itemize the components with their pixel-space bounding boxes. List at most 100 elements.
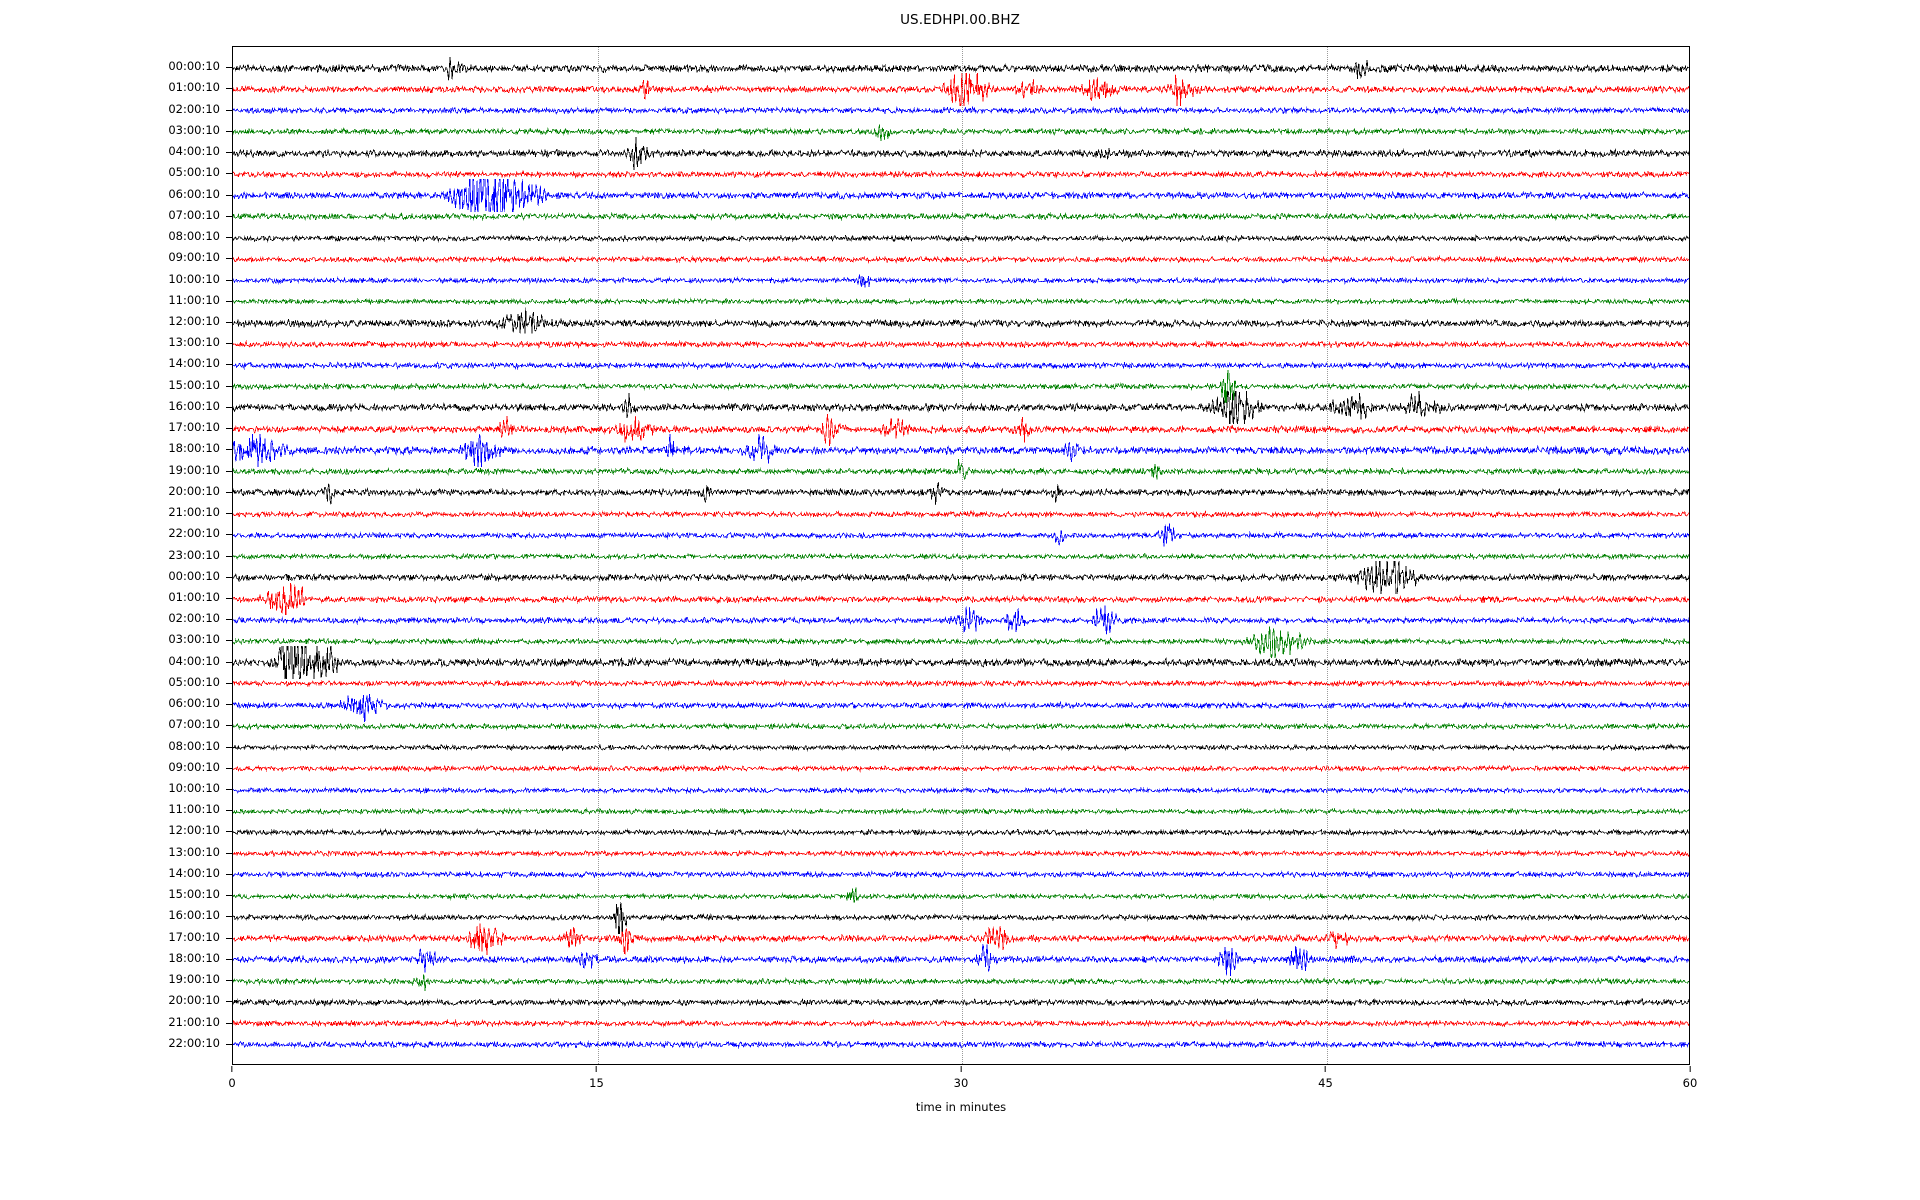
y-tick-mark xyxy=(226,491,232,493)
trace-row-18 xyxy=(233,433,1689,467)
y-tick-label: 01:00:10 xyxy=(168,589,220,604)
y-tick-label: 20:00:10 xyxy=(168,483,220,498)
y-tick-label: 04:00:10 xyxy=(168,653,220,668)
trace-row-36 xyxy=(233,828,1689,837)
x-axis-label: time in minutes xyxy=(915,1100,1007,1114)
trace-path xyxy=(233,459,1689,481)
y-tick-label: 07:00:10 xyxy=(168,717,220,732)
x-tick-45: 45 xyxy=(1318,1066,1333,1090)
trace-path xyxy=(233,169,1689,179)
y-tick-label: 03:00:10 xyxy=(168,632,220,647)
trace-row-25 xyxy=(233,582,1689,616)
y-tick-label: 14:00:10 xyxy=(168,865,220,880)
y-tick-mark xyxy=(226,258,232,260)
y-tick-label: 06:00:10 xyxy=(168,186,220,201)
trace-row-15 xyxy=(233,370,1689,404)
y-tick-label: 02:00:10 xyxy=(168,101,220,116)
trace-row-37 xyxy=(233,849,1689,858)
y-tick-label: 17:00:10 xyxy=(168,420,220,435)
trace-path xyxy=(233,997,1689,1007)
y-tick-mark xyxy=(226,873,232,875)
y-tick-mark xyxy=(226,470,232,472)
trace-path xyxy=(233,370,1689,404)
trace-path xyxy=(233,721,1689,731)
trace-row-42 xyxy=(233,944,1689,977)
trace-path xyxy=(233,509,1689,519)
y-tick-label: 11:00:10 xyxy=(168,802,220,817)
y-tick-mark xyxy=(226,980,232,982)
trace-path xyxy=(233,828,1689,837)
trace-path xyxy=(233,125,1689,142)
trace-path xyxy=(233,1040,1689,1050)
trace-row-2 xyxy=(233,105,1689,116)
y-tick-mark xyxy=(226,704,232,706)
y-tick-mark xyxy=(226,215,232,217)
y-tick-label: 16:00:10 xyxy=(168,398,220,413)
y-tick-label: 19:00:10 xyxy=(168,972,220,987)
trace-row-43 xyxy=(233,973,1689,991)
x-tick-label: 15 xyxy=(589,1076,604,1090)
x-tick-15: 15 xyxy=(589,1066,604,1090)
trace-row-7 xyxy=(233,212,1689,222)
trace-path xyxy=(233,807,1689,816)
trace-row-41 xyxy=(233,923,1689,956)
trace-path xyxy=(233,646,1689,680)
y-tick-label: 03:00:10 xyxy=(168,122,220,137)
plot-area xyxy=(232,46,1690,1065)
y-tick-mark xyxy=(226,194,232,196)
trace-path xyxy=(233,552,1689,561)
y-tick-mark xyxy=(226,555,232,557)
y-tick-mark xyxy=(226,321,232,323)
trace-row-11 xyxy=(233,297,1689,306)
trace-row-13 xyxy=(233,339,1689,349)
y-tick-label: 12:00:10 xyxy=(168,823,220,838)
trace-row-26 xyxy=(233,605,1689,635)
trace-row-39 xyxy=(233,887,1689,903)
y-tick-label: 18:00:10 xyxy=(168,441,220,456)
trace-path xyxy=(233,254,1689,264)
trace-path xyxy=(233,523,1689,547)
trace-row-30 xyxy=(233,693,1689,722)
y-tick-label: 23:00:10 xyxy=(168,547,220,562)
page-title: US.EDHPI.00.BHZ xyxy=(900,12,1020,28)
trace-row-21 xyxy=(233,509,1689,519)
y-tick-label: 20:00:10 xyxy=(168,993,220,1008)
y-tick-label: 11:00:10 xyxy=(168,292,220,307)
trace-path xyxy=(233,391,1689,425)
trace-path xyxy=(233,233,1689,243)
y-tick-mark xyxy=(226,385,232,387)
trace-row-12 xyxy=(233,307,1689,334)
trace-path xyxy=(233,785,1689,795)
trace-row-0 xyxy=(233,56,1689,81)
y-tick-mark xyxy=(226,534,232,536)
x-tick-mark xyxy=(231,1066,233,1072)
y-tick-mark xyxy=(226,682,232,684)
trace-path xyxy=(233,973,1689,991)
y-tick-mark xyxy=(226,831,232,833)
x-tick-mark xyxy=(960,1066,962,1072)
trace-row-23 xyxy=(233,552,1689,561)
trace-path xyxy=(233,307,1689,334)
trace-row-4 xyxy=(233,136,1689,170)
trace-path xyxy=(233,626,1689,658)
y-tick-mark xyxy=(226,449,232,451)
y-tick-mark xyxy=(226,237,232,239)
trace-row-19 xyxy=(233,459,1689,481)
trace-path xyxy=(233,944,1689,977)
y-tick-mark xyxy=(226,597,232,599)
trace-path xyxy=(233,56,1689,81)
y-tick-mark xyxy=(226,619,232,621)
y-tick-mark xyxy=(226,958,232,960)
y-tick-mark xyxy=(226,725,232,727)
trace-row-9 xyxy=(233,254,1689,264)
trace-row-27 xyxy=(233,626,1689,658)
y-tick-label: 10:00:10 xyxy=(168,781,220,796)
y-tick-mark xyxy=(226,789,232,791)
trace-path xyxy=(233,297,1689,306)
trace-row-8 xyxy=(233,233,1689,243)
y-tick-label: 15:00:10 xyxy=(168,377,220,392)
trace-row-5 xyxy=(233,169,1689,179)
trace-row-40 xyxy=(233,901,1689,934)
trace-path xyxy=(233,212,1689,222)
trace-row-35 xyxy=(233,807,1689,816)
